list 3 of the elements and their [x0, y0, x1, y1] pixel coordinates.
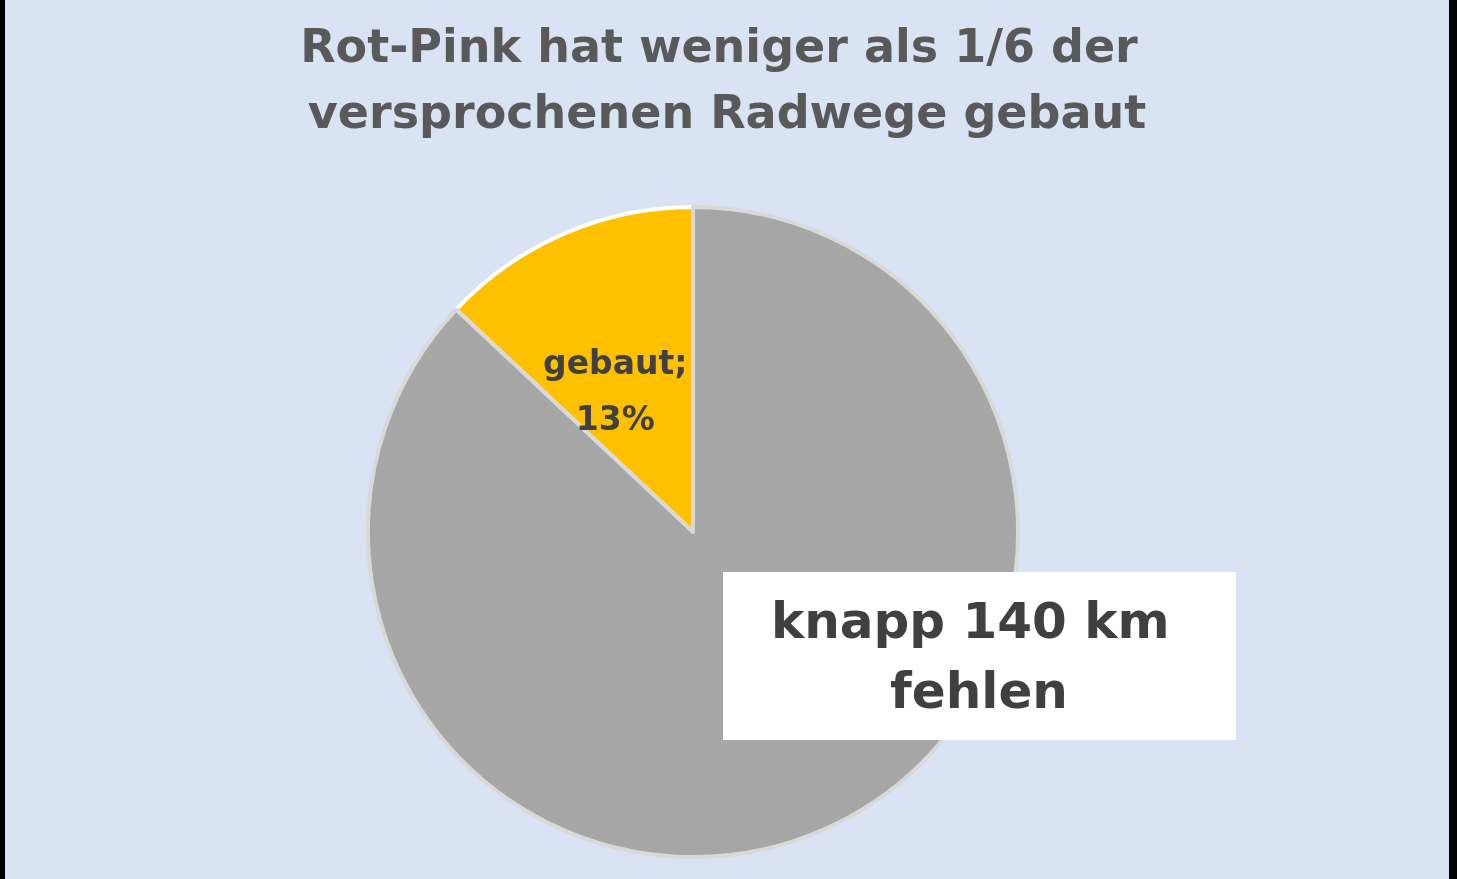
- text: knapp 140 km fehlen: [770, 592, 1188, 720]
- data-label: gebaut; 13%: [543, 342, 688, 438]
- chart-title: Rot-Pink hat weniger als 1/6 der versprochenen Radwege gebaut: [300, 19, 1154, 139]
